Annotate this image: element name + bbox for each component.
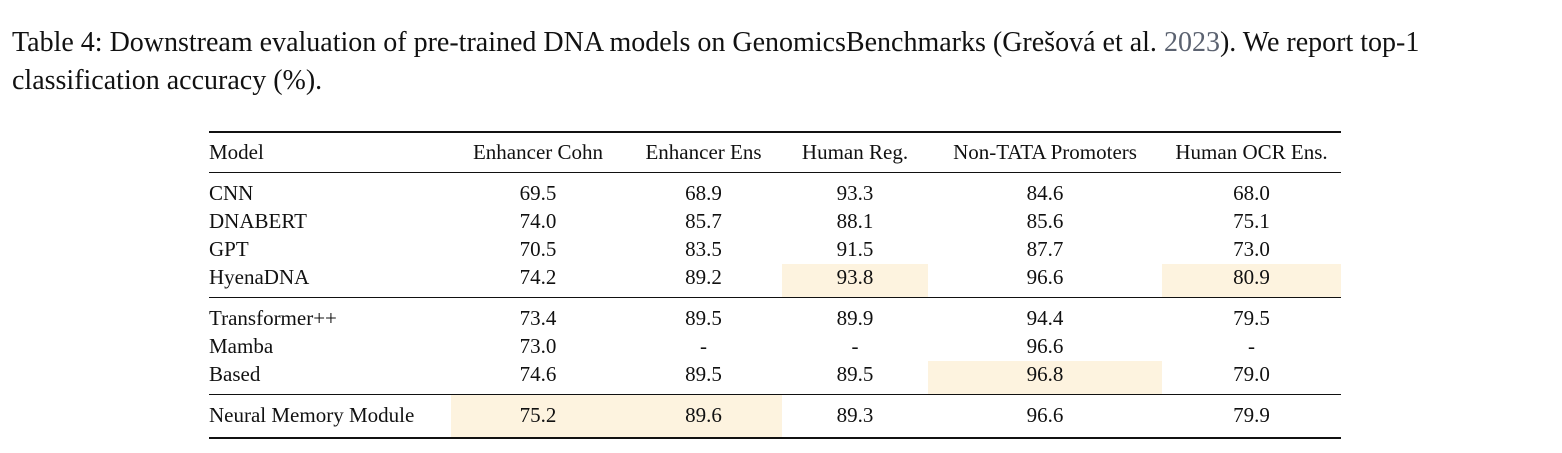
header-enhancer-cohn: Enhancer Cohn bbox=[472, 139, 604, 164]
table-cell: 89.2 bbox=[685, 265, 722, 289]
table-cell-highlighted: 96.8 bbox=[928, 360, 1162, 394]
table-row: Mamba 73.0 - - 96.6 - bbox=[209, 333, 1341, 361]
table-cell: 74.0 bbox=[519, 209, 557, 233]
row-model-name: Transformer++ bbox=[209, 306, 337, 330]
table-caption: Table 4: Downstream evaluation of pre-tr… bbox=[12, 24, 1552, 100]
table-cell: 85.6 bbox=[1026, 209, 1064, 233]
table-cell: 89.5 bbox=[685, 306, 722, 330]
table-cell: 79.0 bbox=[1233, 362, 1270, 386]
row-model-name: Based bbox=[209, 362, 261, 386]
header-model: Model bbox=[209, 139, 264, 164]
table-cell: 79.5 bbox=[1233, 306, 1270, 330]
table-cell: 96.6 bbox=[1026, 334, 1064, 358]
table-cell-highlighted: 80.9 bbox=[1162, 263, 1341, 297]
table-cell: 96.6 bbox=[1026, 403, 1064, 427]
table-cell: 69.5 bbox=[519, 181, 557, 205]
row-model-name: HyenaDNA bbox=[209, 265, 310, 289]
table-cell: 75.1 bbox=[1233, 209, 1270, 233]
table-row: Neural Memory Module 75.2 89.6 89.3 96.6… bbox=[209, 394, 1341, 438]
table-cell: 94.4 bbox=[1026, 306, 1064, 330]
header-human-reg: Human Reg. bbox=[801, 139, 909, 164]
table-cell-highlighted: 75.2 bbox=[451, 394, 625, 438]
table-cell: 74.6 bbox=[519, 362, 557, 386]
table-cell: 73.0 bbox=[1233, 237, 1270, 261]
table-cell: 89.3 bbox=[836, 403, 874, 427]
table-cell: 70.5 bbox=[519, 237, 557, 261]
table-cell: 84.6 bbox=[1026, 181, 1064, 205]
table-cell: 68.0 bbox=[1233, 181, 1270, 205]
table-cell: 88.1 bbox=[836, 209, 874, 233]
table-cell: 73.4 bbox=[519, 306, 557, 330]
table-row: Transformer++ 73.4 89.5 89.9 94.4 79.5 bbox=[209, 297, 1341, 333]
results-table-container: Model Enhancer Cohn Enhancer Ens Human R… bbox=[209, 131, 1341, 439]
table-row: DNABERT 74.0 85.7 88.1 85.6 75.1 bbox=[209, 208, 1341, 236]
row-model-name: Neural Memory Module bbox=[209, 403, 415, 427]
table-cell-highlighted: 93.8 bbox=[782, 263, 928, 297]
row-model-name: Mamba bbox=[209, 334, 274, 358]
row-model-name: CNN bbox=[209, 181, 254, 205]
table-cell: 89.5 bbox=[685, 362, 722, 386]
header-enhancer-ens: Enhancer Ens bbox=[645, 139, 762, 164]
table-row: Based 74.6 89.5 89.5 96.8 79.0 bbox=[209, 360, 1341, 394]
table-cell: 91.5 bbox=[836, 237, 874, 261]
table-cell: 85.7 bbox=[685, 209, 722, 233]
row-model-name: GPT bbox=[209, 237, 249, 261]
caption-text-end: ). We report top-1 classification accura… bbox=[12, 27, 1420, 96]
table-row: CNN 69.5 68.9 93.3 84.6 68.0 bbox=[209, 172, 1341, 208]
table-header-row: Model Enhancer Cohn Enhancer Ens Human R… bbox=[209, 132, 1341, 172]
results-table: Model Enhancer Cohn Enhancer Ens Human R… bbox=[209, 131, 1341, 439]
header-non-tata-promoters: Non-TATA Promoters bbox=[953, 139, 1137, 164]
table-cell: 68.9 bbox=[685, 181, 722, 205]
table-cell: - bbox=[851, 334, 859, 358]
table-cell: - bbox=[700, 334, 707, 358]
table-cell: 74.2 bbox=[519, 265, 557, 289]
citation-year-link[interactable]: 2023 bbox=[1163, 27, 1220, 58]
table-cell: 83.5 bbox=[685, 237, 722, 261]
table-cell: 93.3 bbox=[836, 181, 874, 205]
row-model-name: DNABERT bbox=[209, 209, 307, 233]
table-cell: 89.9 bbox=[836, 306, 874, 330]
table-cell-highlighted: 89.6 bbox=[625, 394, 782, 438]
table-row: HyenaDNA 74.2 89.2 93.8 96.6 80.9 bbox=[209, 263, 1341, 297]
table-cell: - bbox=[1248, 334, 1255, 358]
table-cell: 73.0 bbox=[519, 334, 557, 358]
table-cell: 79.9 bbox=[1233, 403, 1270, 427]
header-human-ocr-ens: Human OCR Ens. bbox=[1175, 139, 1328, 164]
table-cell: 87.7 bbox=[1026, 237, 1064, 261]
table-cell: 96.6 bbox=[1026, 265, 1064, 289]
caption-text: Table 4: Downstream evaluation of pre-tr… bbox=[12, 27, 1164, 58]
table-cell: 89.5 bbox=[836, 362, 874, 386]
table-row: GPT 70.5 83.5 91.5 87.7 73.0 bbox=[209, 236, 1341, 264]
